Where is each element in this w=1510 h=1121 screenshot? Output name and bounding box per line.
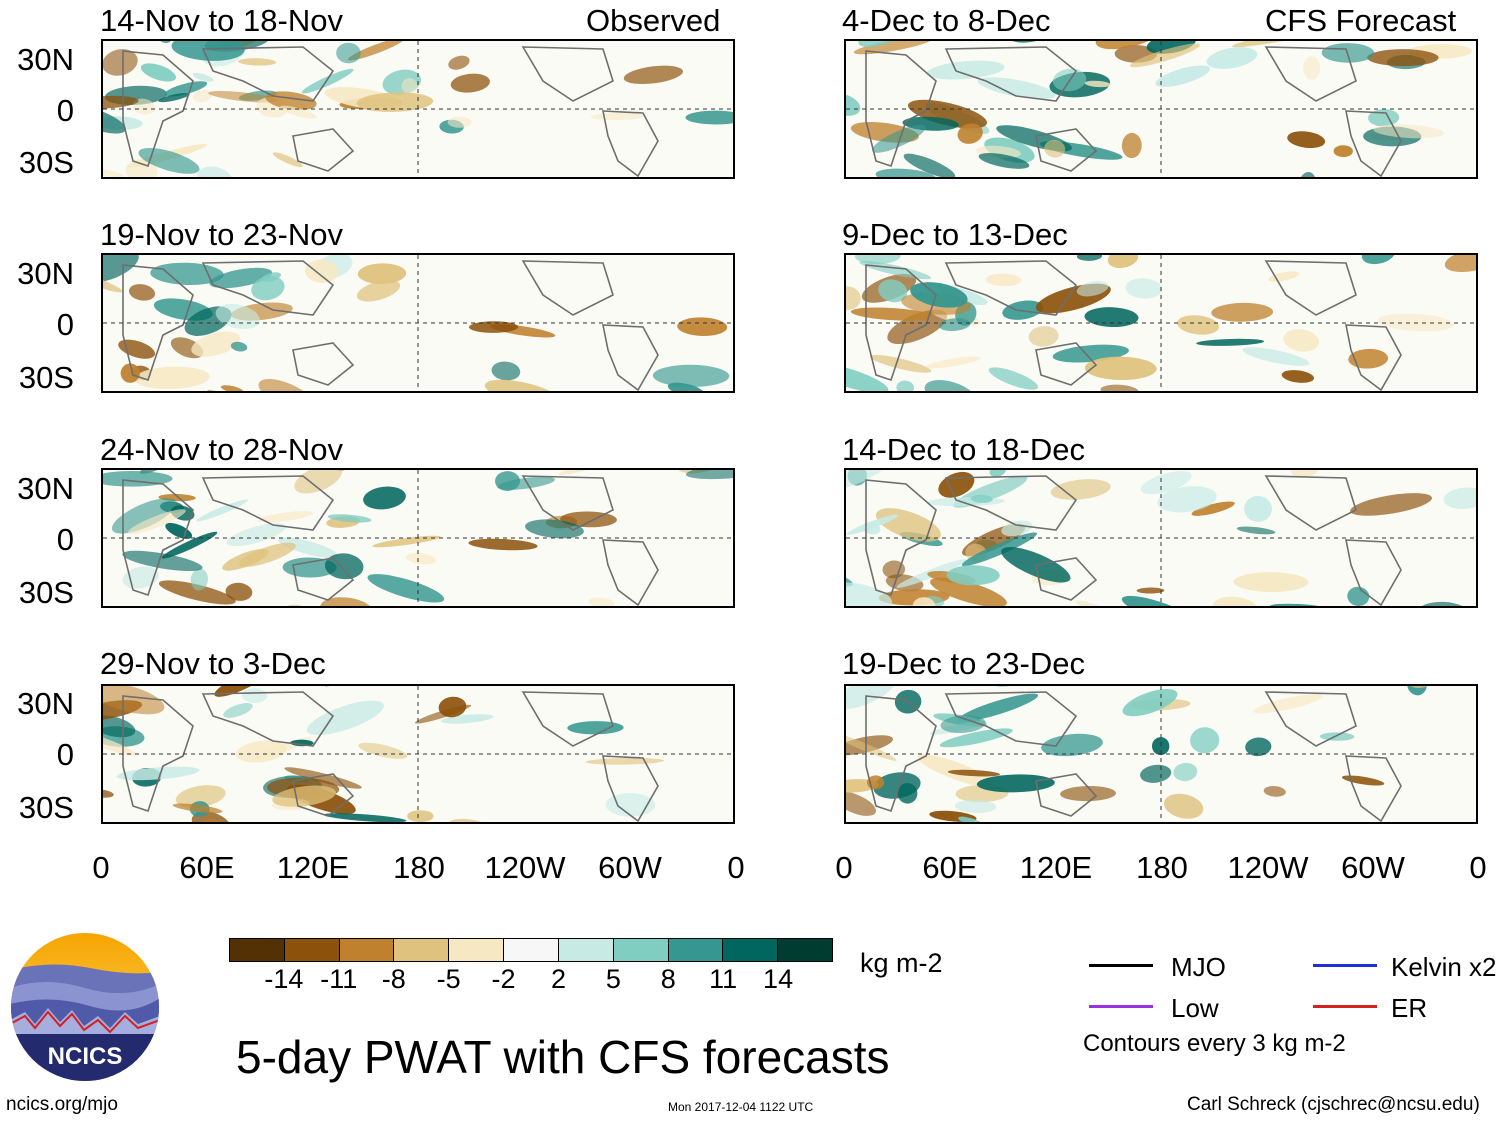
colorbar-swatch <box>668 939 724 961</box>
legend-kelvin-line <box>1313 964 1377 967</box>
lon-label-right-180: 180 <box>1136 850 1188 885</box>
lon-label-left-180: 180 <box>393 850 445 885</box>
colorbar-swatch <box>449 939 505 961</box>
right-panel-2-title: 9-Dec to 13-Dec <box>842 217 1068 252</box>
legend-kelvin-label: Kelvin x2 <box>1391 952 1497 982</box>
map-panel-forecast-3 <box>844 468 1478 608</box>
legend-low-line <box>1089 1005 1153 1008</box>
lat-30s-row4: 30S <box>18 790 74 825</box>
map-panel-forecast-1 <box>844 39 1478 179</box>
ncics-logo: NCICS <box>11 933 159 1081</box>
colorbar-swatch <box>613 939 669 961</box>
lon-label-left-120w: 120W <box>484 850 566 885</box>
lon-label-right-60e: 60E <box>922 850 978 885</box>
legend-mjo-label: MJO <box>1171 952 1226 982</box>
colorbar-swatch <box>723 939 779 961</box>
right-panel-4-title: 19-Dec to 23-Dec <box>842 646 1085 681</box>
colorbar-tick-label: -11 <box>320 964 358 994</box>
map-panel-observed-4 <box>101 684 735 824</box>
contour-note: Contours every 3 kg m-2 <box>1083 1030 1346 1057</box>
lat-30n-row4: 30N <box>17 686 74 721</box>
lat-0-row2: 0 <box>56 307 74 342</box>
pwat-field <box>103 470 733 606</box>
left-panel-4-title: 29-Nov to 3-Dec <box>100 646 326 681</box>
footer-url[interactable]: ncics.org/mjo <box>6 1094 118 1115</box>
forecast-label: CFS Forecast <box>1265 3 1457 38</box>
map-panel-observed-1 <box>101 39 735 179</box>
pwat-field <box>846 686 1476 822</box>
colorbar-swatch <box>558 939 614 961</box>
figure-title: 5-day PWAT with CFS forecasts <box>236 1031 890 1083</box>
lon-label-right-120e: 120E <box>1019 850 1093 885</box>
lon-label-left-60w: 60W <box>598 850 662 885</box>
lon-label-left-120e: 120E <box>276 850 350 885</box>
map-panel-observed-3 <box>101 468 735 608</box>
footer-timestamp: Mon 2017-12-04 1122 UTC <box>668 1100 814 1114</box>
colorbar-tick-label: -2 <box>491 964 516 994</box>
legend-er-line <box>1313 1005 1377 1008</box>
legend-low-label: Low <box>1171 993 1219 1023</box>
lat-30s-row1: 30S <box>18 145 74 180</box>
colorbar-swatch <box>394 939 450 961</box>
colorbar-tick-label: 14 <box>763 964 794 994</box>
left-panel-2-title: 19-Nov to 23-Nov <box>100 217 343 252</box>
lat-30n-row2: 30N <box>17 256 74 291</box>
colorbar-tick-label: -8 <box>381 964 406 994</box>
pwat-field <box>846 41 1476 177</box>
lon-label-right-60w: 60W <box>1341 850 1405 885</box>
pwat-field <box>103 41 733 177</box>
colorbar-swatch <box>778 939 832 961</box>
pwat-field <box>103 255 733 391</box>
colorbar <box>229 938 833 962</box>
right-panel-1-title: 4-Dec to 8-Dec <box>842 3 1051 38</box>
lon-label-left-0-end: 0 <box>727 850 745 885</box>
logo-text: NCICS <box>48 1043 123 1070</box>
lat-30s-row2: 30S <box>18 360 74 395</box>
lon-label-right-0-end: 0 <box>1469 850 1487 885</box>
lat-0-row4: 0 <box>56 737 74 772</box>
lat-0-row1: 0 <box>56 93 74 128</box>
colorbar-tick-label: -5 <box>436 964 461 994</box>
legend-er-label: ER <box>1391 993 1428 1023</box>
observed-label: Observed <box>586 3 721 38</box>
legend-mjo-line <box>1089 964 1153 967</box>
pwat-field <box>846 255 1476 391</box>
footer-author: Carl Schreck (cjschrec@ncsu.edu) <box>1187 1094 1480 1115</box>
lon-label-left-0: 0 <box>92 850 110 885</box>
lon-label-right-120w: 120W <box>1227 850 1309 885</box>
colorbar-swatch <box>339 939 395 961</box>
colorbar-swatch <box>230 939 285 961</box>
map-panel-forecast-4 <box>844 684 1478 824</box>
lon-label-right-0: 0 <box>835 850 853 885</box>
map-panel-observed-2 <box>101 253 735 393</box>
colorbar-tick-label: 2 <box>550 964 566 994</box>
colorbar-tick-label: 5 <box>605 964 621 994</box>
lat-30s-row3: 30S <box>18 575 74 610</box>
lat-30n-row1: 30N <box>17 42 74 77</box>
lat-30n-row3: 30N <box>17 471 74 506</box>
colorbar-units: kg m-2 <box>860 948 943 978</box>
left-panel-3-title: 24-Nov to 28-Nov <box>100 432 343 467</box>
right-panel-3-title: 14-Dec to 18-Dec <box>842 432 1085 467</box>
colorbar-swatch <box>284 939 340 961</box>
colorbar-tick-label: -14 <box>264 964 304 994</box>
map-panel-forecast-2 <box>844 253 1478 393</box>
colorbar-tick-label: 11 <box>709 964 738 994</box>
lat-0-row3: 0 <box>56 522 74 557</box>
pwat-field <box>846 470 1476 606</box>
colorbar-swatch <box>504 939 559 961</box>
lon-label-left-60e: 60E <box>179 850 235 885</box>
pwat-field <box>103 686 733 822</box>
left-panel-1-title: 14-Nov to 18-Nov <box>100 3 343 38</box>
colorbar-tick-label: 8 <box>660 964 676 994</box>
